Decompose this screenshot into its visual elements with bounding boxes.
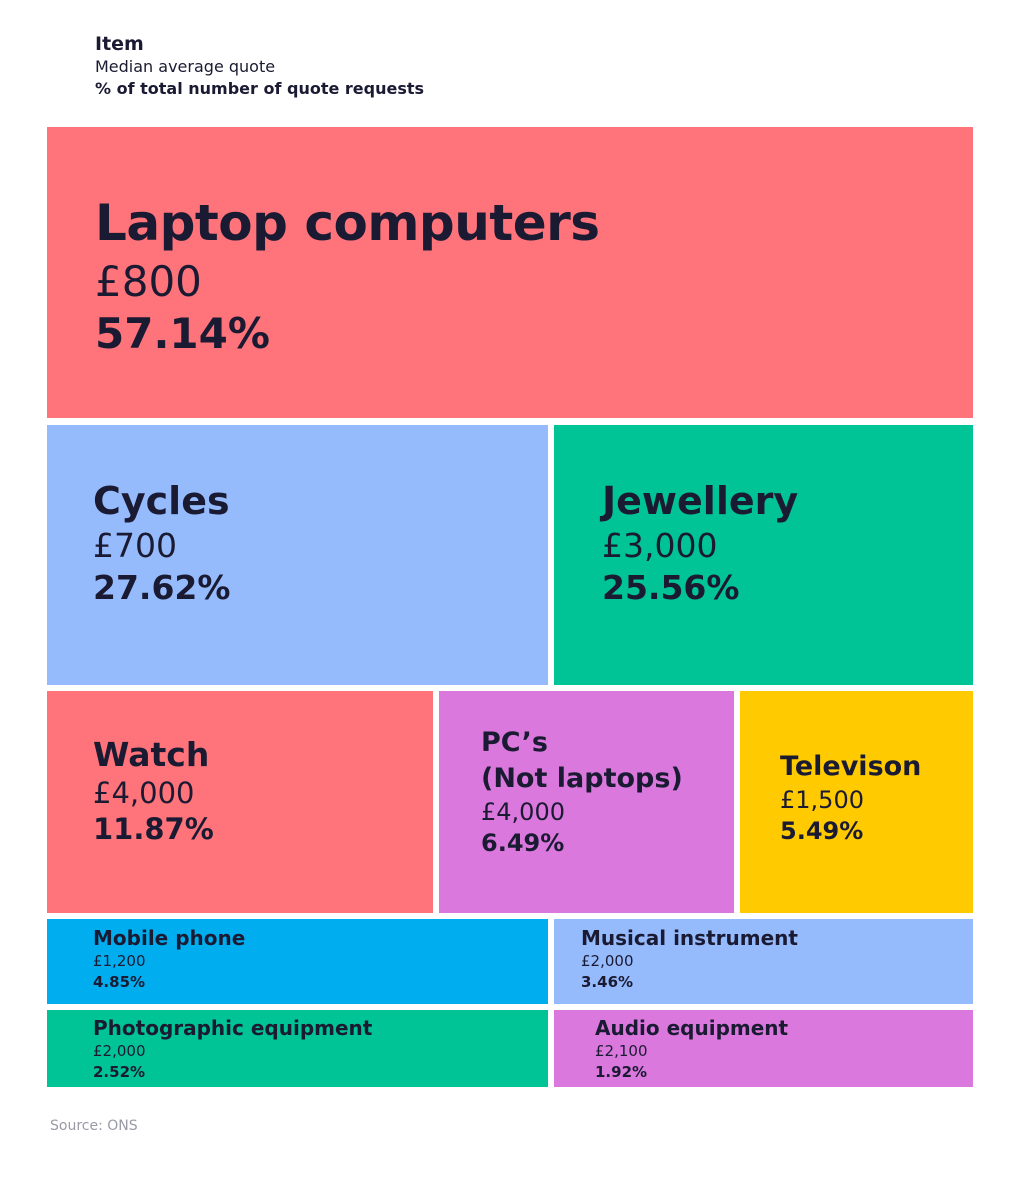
tile-item-name: Cycles [93,479,230,523]
tile-item-name: Musical instrument [581,926,798,950]
tile-item-name: Photographic equipment [93,1016,373,1040]
tile-percent-share: 11.87% [93,812,214,846]
legend-median-label: Median average quote [95,57,276,76]
tile-item-name: Mobile phone [93,926,246,950]
tile-item-name: Watch [93,735,210,774]
treemap-tile: Audio equipment £2,100 1.92% [554,1010,973,1087]
tile-median-quote: £800 [95,257,202,306]
tile-percent-share: 3.46% [581,973,634,991]
tile-median-quote: £700 [93,526,177,565]
treemap-tile: Watch £4,000 11.87% [47,691,433,913]
treemap-tile: Cycles £700 27.62% [47,425,548,685]
treemap-tile: Photographic equipment £2,000 2.52% [47,1010,548,1087]
tile-item-name: Jewellery [602,479,799,523]
treemap-tile: Jewellery £3,000 25.56% [554,425,973,685]
treemap-tile: Musical instrument £2,000 3.46% [554,919,973,1004]
treemap-tile: Mobile phone £1,200 4.85% [47,919,548,1004]
tile-median-quote: £2,000 [93,1042,146,1060]
tile-item-name: Laptop computers [95,194,600,252]
tile-percent-share: 27.62% [93,568,231,607]
tile-percent-share: 2.52% [93,1063,146,1081]
tile-percent-share: 57.14% [95,309,270,358]
tile-item-name: PC’s (Not laptops) [481,727,683,794]
treemap-tile: PC’s (Not laptops) £4,000 6.49% [439,691,734,913]
legend-title: Item [95,33,144,55]
tile-median-quote: £1,500 [780,786,864,814]
tile-median-quote: £2,000 [581,952,634,970]
legend: Item Median average quote % of total num… [95,32,424,100]
tile-median-quote: £1,200 [93,952,146,970]
tile-median-quote: £3,000 [602,526,718,565]
tile-item-name: Audio equipment [595,1016,789,1040]
tile-median-quote: £2,100 [595,1042,648,1060]
treemap-tile: Laptop computers £800 57.14% [47,127,973,418]
tile-median-quote: £4,000 [481,798,565,826]
tile-item-name: Televison [780,751,922,782]
tile-percent-share: 1.92% [595,1063,648,1081]
tile-percent-share: 6.49% [481,829,565,857]
legend-percent-label: % of total number of quote requests [95,79,425,98]
tile-percent-share: 25.56% [602,568,740,607]
tile-percent-share: 4.85% [93,973,146,991]
tile-median-quote: £4,000 [93,776,195,810]
treemap-tile: Televison £1,500 5.49% [740,691,973,913]
source-note: Source: ONS [50,1118,138,1134]
tile-percent-share: 5.49% [780,817,864,845]
